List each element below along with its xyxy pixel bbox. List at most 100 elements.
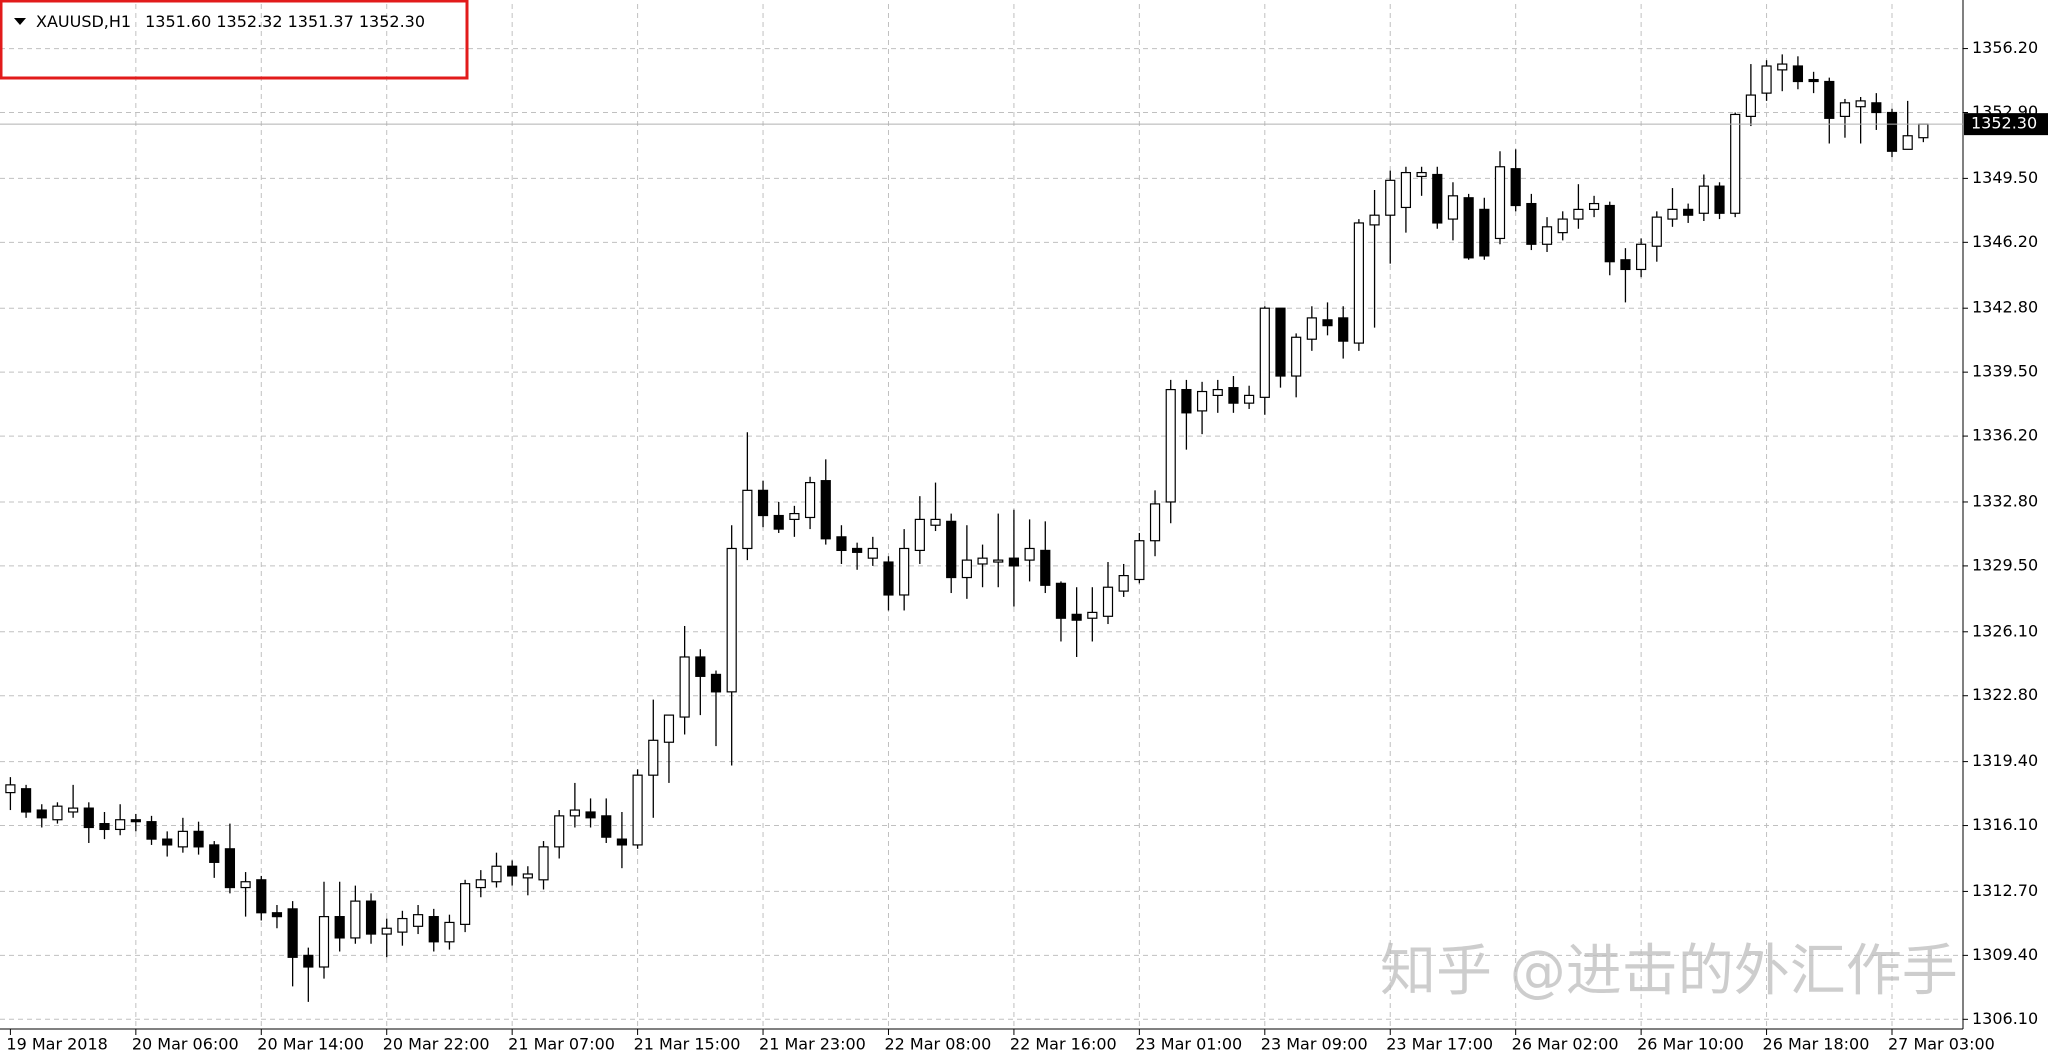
candle-body (1416, 171, 1427, 178)
candle-body (224, 848, 236, 889)
x-tick-label: 27 Mar 03:00 (1888, 1035, 1995, 1054)
x-tick-label: 20 Mar 14:00 (257, 1035, 364, 1054)
candle-body (867, 547, 878, 559)
candle-body (1322, 319, 1333, 327)
candle-body (428, 916, 439, 943)
candle-body (836, 536, 847, 552)
candle-body (1667, 208, 1678, 220)
candle-body (303, 954, 314, 968)
candle-body (1698, 185, 1709, 214)
candle-body (1291, 336, 1302, 377)
x-tick-label: 23 Mar 17:00 (1386, 1035, 1493, 1054)
candle-body (1275, 307, 1286, 377)
candle-body (1024, 547, 1035, 561)
candle-body (946, 520, 957, 579)
candle-body (1212, 388, 1223, 396)
candle-body (1902, 135, 1913, 150)
candle-body (961, 559, 972, 579)
candle-body (538, 846, 549, 881)
candle-body (1040, 549, 1051, 586)
x-tick-label: 22 Mar 16:00 (1010, 1035, 1117, 1054)
candle-body (899, 547, 910, 596)
candle-body (804, 481, 816, 519)
y-tick-label: 1336.20 (1972, 426, 2038, 445)
candle-body (1228, 387, 1239, 404)
candle-body (742, 489, 753, 550)
candle-body (569, 809, 580, 817)
candle-body (350, 900, 361, 939)
candle-body (585, 811, 596, 819)
candle-body (1792, 65, 1804, 83)
candle-body (271, 912, 283, 918)
candle-body (365, 900, 377, 935)
candle-body (1855, 100, 1866, 108)
x-tick-label: 20 Mar 22:00 (383, 1035, 490, 1054)
x-tick-label: 22 Mar 08:00 (884, 1035, 991, 1054)
candle-body (1306, 317, 1317, 340)
candle-body (1087, 611, 1098, 619)
candle-body (1651, 216, 1662, 247)
x-tick-label: 26 Mar 18:00 (1763, 1035, 1870, 1054)
candle-body (5, 784, 16, 794)
candle-body (381, 927, 392, 935)
y-tick-label: 1339.50 (1972, 362, 2038, 381)
candle-body (1745, 94, 1756, 117)
candle-body (522, 873, 533, 879)
candle-body (36, 809, 47, 819)
candle-body (83, 807, 94, 829)
candle-body (115, 819, 126, 831)
y-tick-label: 1342.80 (1972, 298, 2038, 317)
candle-body (1102, 586, 1114, 617)
candle-body (475, 879, 486, 889)
y-tick-label: 1346.20 (1972, 232, 2038, 251)
candle-body (68, 807, 79, 813)
candle-body (1494, 166, 1506, 240)
symbol: XAUUSD,H1 (36, 12, 131, 31)
candle-body (1573, 208, 1584, 220)
x-tick-label: 19 Mar 2018 (6, 1035, 107, 1054)
candle-body (820, 480, 831, 540)
x-tick-label: 21 Mar 23:00 (759, 1035, 866, 1054)
y-tick-label: 1319.40 (1972, 751, 2038, 770)
x-tick-label: 23 Mar 09:00 (1261, 1035, 1368, 1054)
candle-body (993, 559, 1004, 563)
candle-body (852, 547, 863, 553)
candle-body (240, 881, 251, 889)
candle-body (1181, 388, 1192, 414)
candle-body (726, 547, 737, 693)
candle-body (256, 879, 267, 914)
candle-body (1714, 185, 1725, 214)
candle-body (1777, 63, 1788, 71)
candle-body (397, 917, 408, 933)
x-tick-label: 26 Mar 10:00 (1637, 1035, 1744, 1054)
candle-body (1886, 111, 1898, 152)
candle-body (1824, 80, 1835, 119)
candle-body (507, 865, 518, 877)
candles (5, 54, 1929, 1002)
candle-body (162, 838, 173, 846)
y-tick-label: 1356.20 (1972, 38, 2038, 57)
candle-body (444, 921, 455, 943)
y-tick-label: 1332.80 (1972, 491, 2038, 510)
candle-body (1149, 503, 1161, 542)
candle-body (632, 774, 643, 846)
candle-body (1447, 195, 1459, 220)
candle-body (1134, 540, 1145, 581)
y-tick-label: 1329.50 (1972, 555, 2038, 574)
candle-body (1463, 197, 1474, 259)
candle-body (648, 739, 659, 776)
candle-body (1730, 113, 1741, 214)
candle-body (287, 908, 298, 958)
candle-body (1385, 179, 1396, 216)
candle-body (1839, 102, 1851, 117)
candle-body (1244, 394, 1255, 404)
candle-body (1526, 202, 1537, 245)
candle-body (1683, 208, 1694, 216)
candle-body (1479, 208, 1490, 257)
grid (0, 4, 1963, 1029)
candle-body (1008, 557, 1020, 567)
x-tick-label: 21 Mar 07:00 (508, 1035, 615, 1054)
candle-body (1761, 65, 1772, 94)
